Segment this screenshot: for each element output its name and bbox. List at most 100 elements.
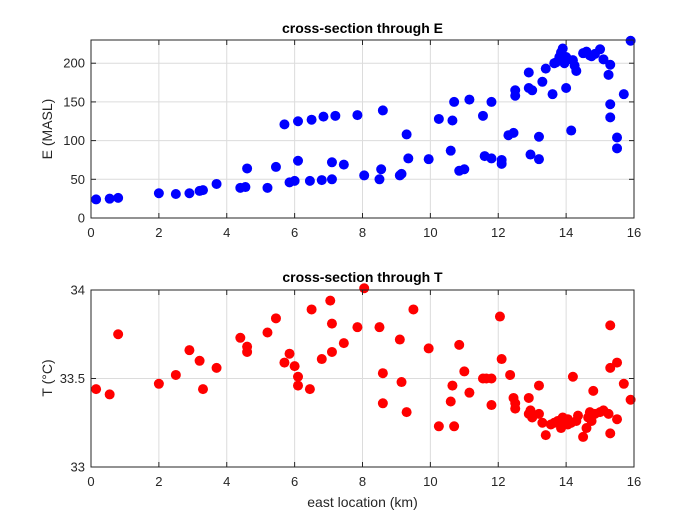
data-point <box>408 304 419 315</box>
data-point <box>496 158 507 169</box>
data-point <box>581 423 592 434</box>
data-point <box>197 384 208 395</box>
data-point <box>612 143 623 154</box>
yticks-elevation: 0 50 100 150 200 <box>63 56 634 226</box>
data-point <box>352 110 363 121</box>
data-point <box>533 380 544 391</box>
data-point <box>338 159 349 170</box>
data-point <box>588 385 599 396</box>
xticks-elevation: 0 2 4 6 8 10 12 14 16 <box>87 40 641 240</box>
data-point <box>605 362 616 373</box>
data-point <box>326 174 337 185</box>
x-tick-label: 6 <box>291 225 298 240</box>
data-point <box>242 341 253 352</box>
data-point <box>170 369 181 380</box>
data-point <box>374 174 385 185</box>
data-point <box>338 338 349 349</box>
data-point <box>595 44 606 55</box>
data-point <box>447 115 458 126</box>
y-axis-label-elevation: E (MASL) <box>39 99 55 160</box>
y-tick-label: 200 <box>63 56 85 71</box>
data-point <box>557 43 568 54</box>
data-point <box>326 346 337 357</box>
subplot-temperature: 0 2 4 6 8 10 12 14 16 33 33.5 34 cross-section thr… <box>39 269 641 510</box>
x-tick-label: 14 <box>559 225 573 240</box>
chart-title-elevation: cross-section through E <box>282 20 443 36</box>
data-point <box>612 132 623 143</box>
data-point <box>567 371 578 382</box>
data-point <box>377 368 388 379</box>
data-point <box>279 357 290 368</box>
data-point <box>401 129 412 140</box>
data-point <box>403 153 414 164</box>
data-point <box>184 188 195 199</box>
data-point <box>374 322 385 333</box>
data-point <box>477 110 488 121</box>
data-point <box>533 154 544 165</box>
data-point <box>376 164 387 175</box>
data-point <box>104 389 115 400</box>
data-point <box>197 185 208 196</box>
data-point <box>445 145 456 156</box>
x-tick-label: 2 <box>155 474 162 489</box>
x-tick-label: 0 <box>87 225 94 240</box>
data-point <box>396 168 407 179</box>
data-point <box>598 54 609 65</box>
data-point <box>496 354 507 365</box>
data-point <box>605 99 616 110</box>
data-point <box>618 89 629 100</box>
data-point <box>447 380 458 391</box>
data-point <box>508 127 519 138</box>
data-point <box>603 69 614 80</box>
x-axis-label-temperature: east location (km) <box>307 494 417 510</box>
data-point <box>304 175 315 186</box>
data-point <box>325 295 336 306</box>
data-point <box>433 113 444 124</box>
data-point <box>318 111 329 122</box>
data-point <box>605 428 616 439</box>
x-tick-label: 12 <box>491 474 505 489</box>
data-point <box>326 318 337 329</box>
data-point <box>289 175 300 186</box>
x-tick-label: 16 <box>627 225 641 240</box>
y-tick-label: 33 <box>71 460 85 475</box>
y-tick-label: 150 <box>63 94 85 109</box>
data-point <box>486 96 497 107</box>
data-point <box>293 380 304 391</box>
data-point <box>359 283 370 294</box>
data-point <box>459 164 470 175</box>
data-point <box>605 320 616 331</box>
data-point <box>537 417 548 428</box>
data-point <box>540 63 551 74</box>
data-point <box>377 105 388 116</box>
y-tick-label: 0 <box>78 211 85 226</box>
data-point <box>242 163 253 174</box>
data-point <box>445 396 456 407</box>
data-point <box>605 59 616 70</box>
data-point <box>153 188 164 199</box>
y-tick-label: 50 <box>71 172 85 187</box>
data-point <box>433 421 444 432</box>
data-point <box>153 378 164 389</box>
subplot-elevation: 0 2 4 6 8 10 12 14 16 0 50 100 150 200 cross-section… <box>39 20 641 240</box>
x-tick-label: 10 <box>423 225 437 240</box>
x-tick-label: 12 <box>491 225 505 240</box>
data-point <box>352 322 363 333</box>
data-point <box>270 313 281 324</box>
data-point <box>533 408 544 419</box>
data-point <box>270 161 281 172</box>
x-tick-label: 6 <box>291 474 298 489</box>
x-tick-label: 14 <box>559 474 573 489</box>
data-point <box>537 76 548 87</box>
data-point <box>486 373 497 384</box>
data-point <box>454 339 465 350</box>
data-point <box>625 394 636 405</box>
data-point <box>104 193 115 204</box>
data-point <box>293 371 304 382</box>
data-point <box>91 384 102 395</box>
data-point <box>510 398 521 409</box>
data-point <box>605 112 616 123</box>
data-point <box>423 343 434 354</box>
data-point <box>540 430 551 441</box>
